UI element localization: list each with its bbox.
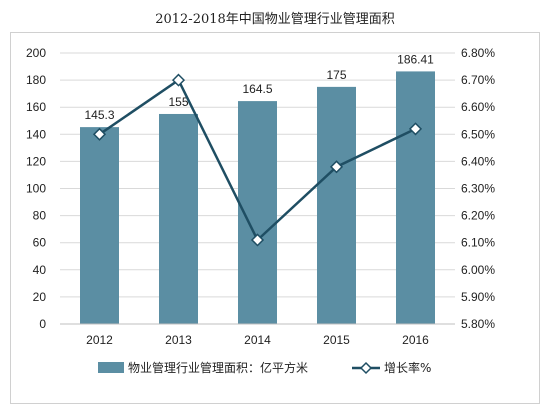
y-left-tick-label: 200 — [26, 46, 46, 60]
bar-data-label: 186.41 — [397, 52, 434, 66]
legend-line-label: 增长率% — [384, 360, 431, 375]
x-tick-label: 2012 — [86, 333, 113, 347]
x-tick-label: 2015 — [323, 333, 350, 347]
growth-rate-point-2013 — [171, 73, 186, 87]
y-left-tick-label: 60 — [33, 236, 47, 250]
bar-data-label: 145.3 — [84, 108, 114, 122]
y-left-tick-label: 0 — [39, 317, 46, 331]
y-left-tick-label: 160 — [26, 100, 46, 114]
growth-rate-point-2015 — [329, 160, 344, 174]
y-right-tick-label: 6.30% — [461, 182, 495, 196]
y-right-tick-label: 6.10% — [461, 236, 495, 250]
growth-rate-point-2012 — [92, 127, 107, 141]
y-left-tick-label: 180 — [26, 73, 46, 87]
bar-data-label: 175 — [326, 68, 346, 82]
growth-rate-point-2014 — [250, 233, 265, 247]
y-right-tick-label: 6.00% — [461, 263, 495, 277]
y-left-tick-label: 20 — [33, 290, 47, 304]
y-right-tick-label: 6.20% — [461, 209, 495, 223]
y-left-tick-label: 80 — [33, 209, 47, 223]
y-right-tick-label: 5.80% — [461, 317, 495, 331]
growth-rate-point-2016 — [408, 122, 423, 136]
chart-frame — [10, 32, 540, 404]
y-left-tick-label: 120 — [26, 154, 46, 168]
bar-data-label: 164.5 — [242, 82, 272, 96]
y-right-tick-label: 6.50% — [461, 127, 495, 141]
x-tick-label: 2014 — [244, 333, 271, 347]
legend-line-marker — [359, 361, 373, 375]
y-right-tick-label: 5.90% — [461, 290, 495, 304]
y-right-tick-label: 6.70% — [461, 73, 495, 87]
legend-bar-label: 物业管理行业管理面积：亿平方米 — [128, 360, 308, 375]
bar-2015 — [317, 86, 356, 324]
y-right-tick-label: 6.80% — [461, 46, 495, 60]
bar-data-label: 155 — [168, 95, 188, 109]
legend-bar-swatch — [98, 362, 124, 373]
bar-2016 — [396, 71, 435, 324]
y-right-tick-label: 6.40% — [461, 154, 495, 168]
y-left-tick-label: 100 — [26, 182, 46, 196]
x-tick-label: 2013 — [165, 333, 192, 347]
chart-title: 2012-2018年中国物业管理行业管理面积 — [155, 12, 395, 27]
x-tick-label: 2016 — [402, 333, 429, 347]
y-left-tick-label: 40 — [33, 263, 47, 277]
bar-2013 — [159, 113, 198, 324]
bar-2012 — [80, 127, 119, 324]
y-left-tick-label: 140 — [26, 127, 46, 141]
y-right-tick-label: 6.60% — [461, 100, 495, 114]
